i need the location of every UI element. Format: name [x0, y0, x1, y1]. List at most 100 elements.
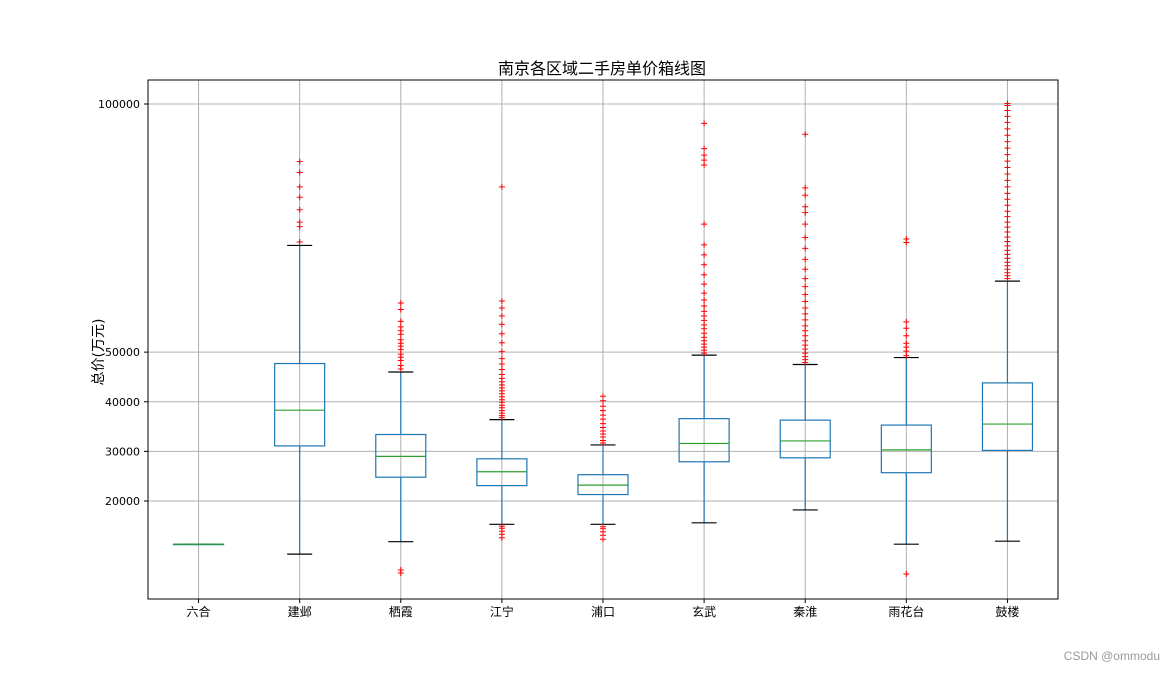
outlier-point	[1004, 164, 1011, 171]
outlier-point	[802, 234, 809, 241]
x-tick-label: 栖霞	[389, 604, 413, 619]
outlier-point	[1004, 151, 1011, 158]
outlier-point	[1004, 213, 1011, 220]
x-tick-label: 江宁	[490, 604, 514, 619]
outlier-point	[903, 318, 910, 325]
outlier-point	[498, 321, 505, 328]
outlier-point	[397, 566, 404, 573]
box-六合	[172, 543, 225, 546]
outlier-point	[802, 310, 809, 317]
outlier-point	[397, 323, 404, 330]
x-tick-label: 秦淮	[793, 605, 817, 619]
outlier-point	[1004, 219, 1011, 226]
outlier-point	[1004, 208, 1011, 215]
box-iqr	[678, 418, 730, 463]
outlier-point	[1004, 183, 1011, 190]
outlier-point	[498, 361, 505, 368]
outlier-point	[701, 297, 708, 304]
box-浦口	[577, 393, 629, 543]
outlier-point	[903, 332, 910, 339]
outlier-point	[498, 183, 505, 190]
outlier-point	[802, 291, 809, 298]
x-tick-label: 玄武	[692, 604, 716, 619]
outlier-point	[498, 366, 505, 373]
outlier-point	[397, 318, 404, 325]
outlier-point	[802, 245, 809, 252]
outlier-point	[802, 131, 809, 138]
outlier-point	[397, 336, 404, 343]
y-tick-label: 30000	[105, 445, 140, 458]
outlier-point	[296, 238, 303, 245]
outlier-point	[1004, 170, 1011, 177]
outlier-point	[498, 523, 505, 530]
outlier-point	[498, 355, 505, 362]
outlier-point	[1004, 113, 1011, 120]
outlier-point	[498, 312, 505, 319]
outlier-point	[802, 322, 809, 329]
outlier-point	[802, 209, 809, 216]
box-iqr	[779, 419, 831, 459]
outlier-point	[903, 325, 910, 332]
outlier-point	[802, 203, 809, 210]
outlier-point	[701, 290, 708, 297]
outlier-point	[600, 403, 606, 410]
box-iqr	[981, 382, 1034, 451]
outlier-point	[498, 304, 505, 311]
outlier-point	[1004, 100, 1011, 107]
box-建邺	[274, 158, 326, 555]
box-玄武	[678, 120, 730, 524]
outlier-point	[701, 152, 708, 159]
y-tick-label: 20000	[105, 495, 140, 508]
outlier-point	[1004, 145, 1011, 152]
outlier-point	[600, 523, 606, 530]
outlier-point	[701, 241, 708, 248]
outlier-point	[1004, 132, 1011, 139]
outlier-point	[498, 330, 505, 337]
outlier-point	[1004, 125, 1011, 132]
y-tick-label: 100000	[98, 98, 140, 111]
outlier-point	[802, 275, 809, 282]
outlier-point	[802, 298, 809, 305]
watermark: CSDN @ommodu	[1063, 649, 1160, 663]
outlier-point	[1004, 138, 1011, 145]
outlier-point	[903, 570, 910, 577]
axis-layer: 20000 30000 40000 50000 100000 六合 建邺 栖霞 江宁 浦口 玄武 秦淮…	[98, 79, 1059, 619]
outlier-point	[701, 271, 708, 278]
x-tick-label: 鼓楼	[995, 604, 1019, 619]
outlier-point	[498, 348, 505, 355]
outlier-point	[498, 298, 505, 305]
chart-title: 南京各区域二手房单价箱线图	[498, 59, 706, 78]
outlier-point	[296, 169, 303, 176]
outlier-point	[701, 302, 708, 309]
outlier-point	[498, 339, 505, 346]
outlier-point	[1004, 158, 1011, 165]
outlier-point	[600, 393, 606, 400]
outlier-point	[701, 251, 708, 258]
outlier-point	[802, 283, 809, 290]
box-iqr	[274, 362, 326, 447]
box-栖霞	[375, 299, 427, 576]
outlier-point	[802, 256, 809, 263]
outlier-point	[802, 316, 809, 323]
outlier-point	[1004, 196, 1011, 203]
outlier-point	[802, 304, 809, 311]
outlier-point	[296, 194, 303, 201]
outlier-point	[903, 340, 910, 347]
outlier-point	[1004, 202, 1011, 209]
outlier-point	[802, 221, 809, 228]
x-tick-label: 六合	[187, 604, 211, 619]
outlier-point	[1004, 190, 1011, 197]
box-秦淮	[779, 131, 831, 511]
outlier-point	[701, 261, 708, 268]
outlier-point	[1004, 119, 1011, 126]
outlier-point	[701, 308, 708, 315]
outlier-point	[903, 235, 910, 242]
outlier-point	[397, 306, 404, 313]
x-tick-label: 雨花台	[888, 604, 924, 619]
outlier-point	[802, 192, 809, 199]
outlier-point	[1004, 177, 1011, 184]
x-tick-label: 浦口	[591, 605, 615, 619]
outlier-point	[802, 266, 809, 273]
outlier-point	[802, 184, 809, 191]
